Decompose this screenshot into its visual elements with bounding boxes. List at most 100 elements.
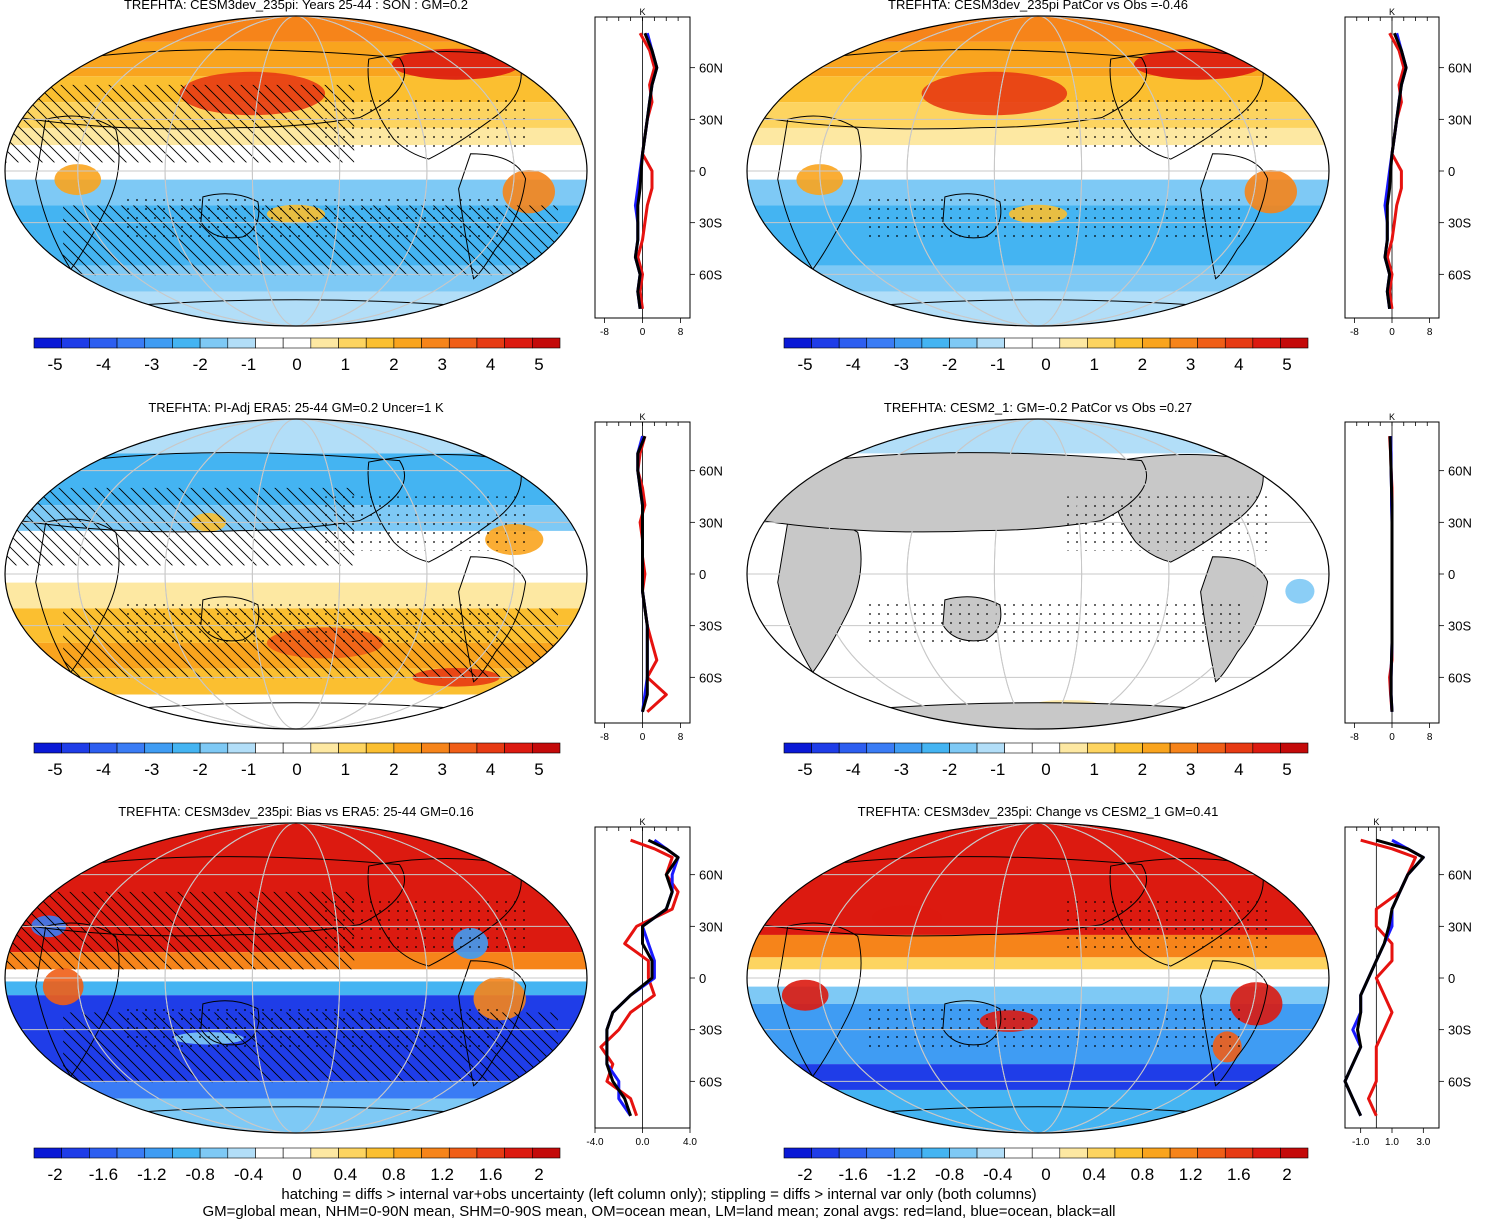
graticule-meridian (906, 419, 1170, 729)
colorbar-swatch (811, 1147, 840, 1159)
colorbar-swatch (199, 742, 229, 754)
colorbar-swatch (1142, 742, 1171, 754)
colorbar-swatch (949, 1147, 978, 1159)
graticule-meridian (993, 419, 1083, 729)
colorbar: -5 -4 -3 -2 -1 0 1 2 3 4 5 (783, 337, 1309, 374)
stippling-overlay (121, 196, 500, 244)
hatching-overlay (5, 84, 355, 163)
colorbar-swatch (1031, 1147, 1061, 1159)
colorbar-label: 1 (341, 760, 350, 779)
profile-line-all (633, 32, 659, 309)
colorbar-swatch (172, 1147, 201, 1159)
footer: hatching = diffs > internal var+obs unce… (0, 1186, 1318, 1220)
colorbar-swatch (1031, 337, 1061, 349)
colorbar-label: 0 (1041, 760, 1050, 779)
map-border (4, 15, 588, 327)
profile-y-tick-label: 30S (1448, 216, 1471, 231)
colorbar-swatch (448, 337, 478, 349)
panel-title: TREFHTA: CESM3dev_235pi: Change vs CESM2… (857, 804, 1219, 819)
colorbar-swatch (838, 337, 868, 349)
colorbar-label: 1.2 (1179, 1165, 1203, 1184)
colorbar-swatch (1114, 742, 1143, 754)
colorbar-swatch (838, 742, 868, 754)
map-border (746, 822, 1330, 1134)
field-band (5, 1098, 587, 1133)
colorbar-swatch (199, 337, 229, 349)
colorbar-swatch (116, 337, 146, 349)
field-band (747, 291, 1329, 326)
panel-figure: K -8 0 8 60N 30N 0 30S 60S -5 -4 -3 -2 -1 0 1 2 3 4 5 (4, 412, 723, 779)
colorbar-label: 2 (389, 760, 398, 779)
colorbar-label: -1 (990, 760, 1005, 779)
colorbar: -2 -1.6 -1.2 -0.8 -0.4 0 0.4 0.8 1.2 1.6 2 (783, 1147, 1309, 1184)
colorbar-swatch (1252, 337, 1281, 349)
colorbar-label: 2 (1138, 355, 1147, 374)
colorbar-swatch (1004, 1147, 1033, 1159)
colorbar-swatch (1059, 742, 1088, 754)
panel-title: TREFHTA: CESM3dev_235pi: Years 25-44 : S… (123, 0, 469, 12)
colorbar-swatch (1142, 337, 1171, 349)
profile-y-tick-label: 0 (699, 164, 706, 179)
graticule-meridian (993, 823, 1083, 1133)
colorbar-swatch (255, 742, 284, 754)
colorbar-swatch (393, 742, 422, 754)
panel-model-son: TREFHTA: CESM3dev_235pi: Years 25-44 : S… (0, 0, 742, 405)
panel-figure: K -8 0 8 60N 30N 0 30S 60S -5 -4 -3 -2 -1 0 1 2 3 4 5 (4, 7, 723, 374)
colorbar-swatch (255, 337, 284, 349)
colorbar-swatch (1169, 742, 1198, 754)
stippling-overlay (863, 196, 1242, 244)
stippling-overlay (1067, 93, 1271, 148)
panel-title: TREFHTA: CESM3dev_235pi PatCor vs Obs =-… (888, 0, 1188, 12)
profile-x-tick-label: 8 (1427, 327, 1433, 338)
colorbar-swatch (1142, 1147, 1171, 1159)
colorbar-swatch (476, 1147, 505, 1159)
colorbar-label: 0.8 (1131, 1165, 1155, 1184)
profile-line-land (636, 32, 656, 310)
graticule-meridian (77, 16, 515, 326)
map-border (746, 418, 1330, 730)
colorbar-swatch (894, 1147, 923, 1159)
profile-x-tick-label: -1.0 (1352, 1137, 1370, 1148)
colorbar-label: 4 (1234, 760, 1243, 779)
colorbar-swatch (282, 1147, 312, 1159)
profile-y-tick-label: 60N (1448, 868, 1472, 883)
profile-line-all (636, 435, 649, 713)
colorbar-swatch (783, 337, 812, 349)
zonal-profile: K -8 0 8 60N 30N 0 30S 60S (594, 412, 723, 743)
profile-unit: K (1373, 817, 1379, 827)
graticule-meridian (993, 16, 1083, 326)
field-band (747, 1064, 1329, 1090)
colorbar-swatch (282, 742, 312, 754)
field-anomaly (781, 979, 829, 1011)
colorbar-swatch (1087, 742, 1116, 754)
colorbar-swatch (227, 742, 256, 754)
footer-line-1: hatching = diffs > internal var+obs unce… (281, 1186, 1037, 1203)
profile-y-tick-label: 30N (1448, 919, 1472, 934)
colorbar-swatch (144, 337, 173, 349)
colorbar-swatch (1114, 337, 1143, 349)
stippling-overlay (1067, 900, 1271, 955)
field-band (747, 957, 1329, 970)
colorbar-swatch (421, 742, 450, 754)
colorbar-label: -5 (47, 355, 62, 374)
colorbar-label: 0 (1041, 1165, 1050, 1184)
colorbar-label: -1.2 (887, 1165, 916, 1184)
profile-line-all (1343, 838, 1425, 1117)
colorbar-swatch (1087, 337, 1116, 349)
profile-y-tick-label: 30N (1448, 112, 1472, 127)
profile-y-tick-label: 60N (1448, 61, 1472, 76)
zonal-profile: K -1.0 1.0 3.0 60N 30N 0 30S 60S (1343, 817, 1472, 1148)
panel-obs-era5: TREFHTA: PI-Adj ERA5: 25-44 GM=0.2 Uncer… (0, 400, 742, 810)
profile-line-all (605, 838, 680, 1117)
colorbar-label: 0 (292, 355, 301, 374)
colorbar-swatch (144, 1147, 173, 1159)
colorbar-swatch (1087, 1147, 1116, 1159)
profile-y-tick-label: 30S (699, 1023, 722, 1038)
field-band (747, 145, 1329, 180)
colorbar-label: 2 (1138, 760, 1147, 779)
colorbar-swatch (504, 337, 533, 349)
profile-y-tick-label: 60S (1448, 1074, 1471, 1089)
colorbar-label: -4 (96, 760, 111, 779)
profile-x-tick-label: 3.0 (1416, 1137, 1430, 1148)
colorbar-swatch (448, 742, 478, 754)
